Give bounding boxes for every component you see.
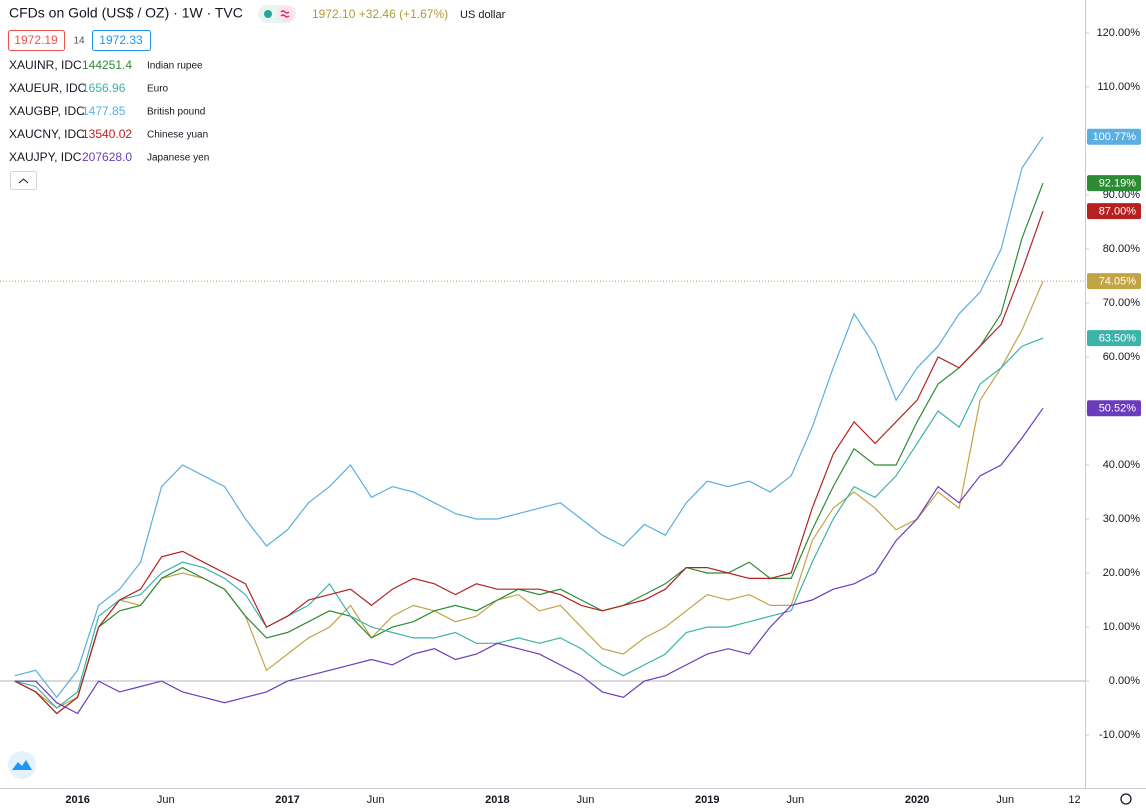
y-tick-label: 30.00% bbox=[1103, 513, 1141, 525]
plot-area bbox=[0, 136, 1085, 715]
y-tick-label: 10.00% bbox=[1103, 621, 1141, 633]
last-value-label: 50.52% bbox=[1099, 403, 1137, 415]
x-tick-label: Jun bbox=[157, 794, 175, 806]
y-tick-label: 120.00% bbox=[1097, 27, 1141, 39]
x-tick-label: 2020 bbox=[905, 794, 929, 806]
y-tick-label: 40.00% bbox=[1103, 459, 1141, 471]
y-tick-label: -10.00% bbox=[1099, 729, 1140, 741]
quote: 1972.10 +32.46 (+1.67%) bbox=[312, 7, 448, 21]
y-tick-label: 0.00% bbox=[1109, 675, 1140, 687]
legend-currency[interactable]: Chinese yuan bbox=[147, 130, 208, 141]
spread: 14 bbox=[73, 36, 85, 47]
series-line bbox=[14, 280, 1044, 709]
legend-name[interactable]: XAUJPY, IDC bbox=[9, 150, 82, 164]
legend-name[interactable]: XAUCNY, IDC bbox=[9, 127, 85, 141]
legend-price[interactable]: 1656.96 bbox=[82, 81, 126, 95]
x-tick-label: Jun bbox=[787, 794, 805, 806]
x-tick-label: 2019 bbox=[695, 794, 719, 806]
collapse-button[interactable] bbox=[10, 171, 37, 190]
logo-mark[interactable] bbox=[12, 760, 32, 770]
last-value-label: 74.05% bbox=[1099, 276, 1137, 288]
x-tick-label: 2018 bbox=[485, 794, 509, 806]
last-value-label: 100.77% bbox=[1093, 131, 1137, 143]
delayed-icon[interactable] bbox=[280, 10, 290, 18]
market-status-icon[interactable] bbox=[264, 10, 272, 18]
x-tick-label: Jun bbox=[577, 794, 595, 806]
last-value-badge bbox=[1087, 330, 1141, 347]
x-tick-label: 2016 bbox=[65, 794, 89, 806]
y-tick-label: 80.00% bbox=[1103, 243, 1141, 255]
bid-box[interactable] bbox=[8, 30, 65, 51]
last-value-badge bbox=[1087, 400, 1141, 417]
x-tick-label: Jun bbox=[996, 794, 1014, 806]
last-value-badge bbox=[1087, 273, 1141, 290]
legend-currency[interactable]: Indian rupee bbox=[147, 61, 203, 72]
x-tick-label: 2017 bbox=[275, 794, 299, 806]
series-line bbox=[14, 136, 1044, 699]
y-tick-label: 90.00% bbox=[1103, 189, 1141, 201]
legend-name[interactable]: XAUEUR, IDC bbox=[9, 81, 87, 95]
x-tick-label: Jun bbox=[367, 794, 385, 806]
legend-currency[interactable]: British pound bbox=[147, 107, 205, 118]
legend-name[interactable]: XAUGBP, IDC bbox=[9, 104, 85, 118]
last-value-label: 87.00% bbox=[1099, 206, 1137, 218]
series-line bbox=[14, 182, 1044, 715]
last-value-label: 92.19% bbox=[1099, 178, 1137, 190]
logo[interactable] bbox=[8, 751, 36, 779]
legend-price[interactable]: 1477.85 bbox=[82, 104, 126, 118]
chart-title: CFDs on Gold (US$ / OZ) · 1W · TVC bbox=[9, 5, 243, 21]
series-line bbox=[14, 211, 1044, 715]
ask-box[interactable] bbox=[92, 30, 151, 51]
legend-name[interactable]: XAUINR, IDC bbox=[9, 58, 82, 72]
settings-button[interactable] bbox=[1120, 793, 1132, 805]
collapse-icon[interactable] bbox=[18, 178, 29, 184]
last-value-badge bbox=[1087, 203, 1141, 220]
last-value-badge bbox=[1087, 128, 1141, 145]
y-tick-label: 20.00% bbox=[1103, 567, 1141, 579]
y-tick-label: 70.00% bbox=[1103, 297, 1141, 309]
series-line bbox=[14, 337, 1044, 709]
last-value-label: 63.50% bbox=[1099, 333, 1137, 345]
delayed-icon-bg[interactable] bbox=[277, 6, 295, 22]
x-tick-label: 12 bbox=[1068, 794, 1080, 806]
y-tick-label: 110.00% bbox=[1097, 81, 1140, 93]
last-value-badge bbox=[1087, 175, 1141, 192]
bid[interactable]: 1972.19 bbox=[14, 33, 58, 47]
legend-currency[interactable]: Euro bbox=[147, 84, 169, 95]
y-tick-label: 60.00% bbox=[1103, 351, 1141, 363]
legend-price[interactable]: 144251.4 bbox=[82, 58, 132, 72]
ask[interactable]: 1972.33 bbox=[99, 33, 143, 47]
legend-price[interactable]: 207628.0 bbox=[82, 150, 132, 164]
legend-price[interactable]: 13540.02 bbox=[82, 127, 132, 141]
legend: XAUINR, IDC 144251.4 Indian rupee XAUEUR, I… bbox=[9, 58, 209, 164]
currency: US dollar bbox=[460, 9, 506, 21]
legend-currency[interactable]: Japanese yen bbox=[147, 153, 209, 164]
series-line bbox=[14, 407, 1044, 715]
